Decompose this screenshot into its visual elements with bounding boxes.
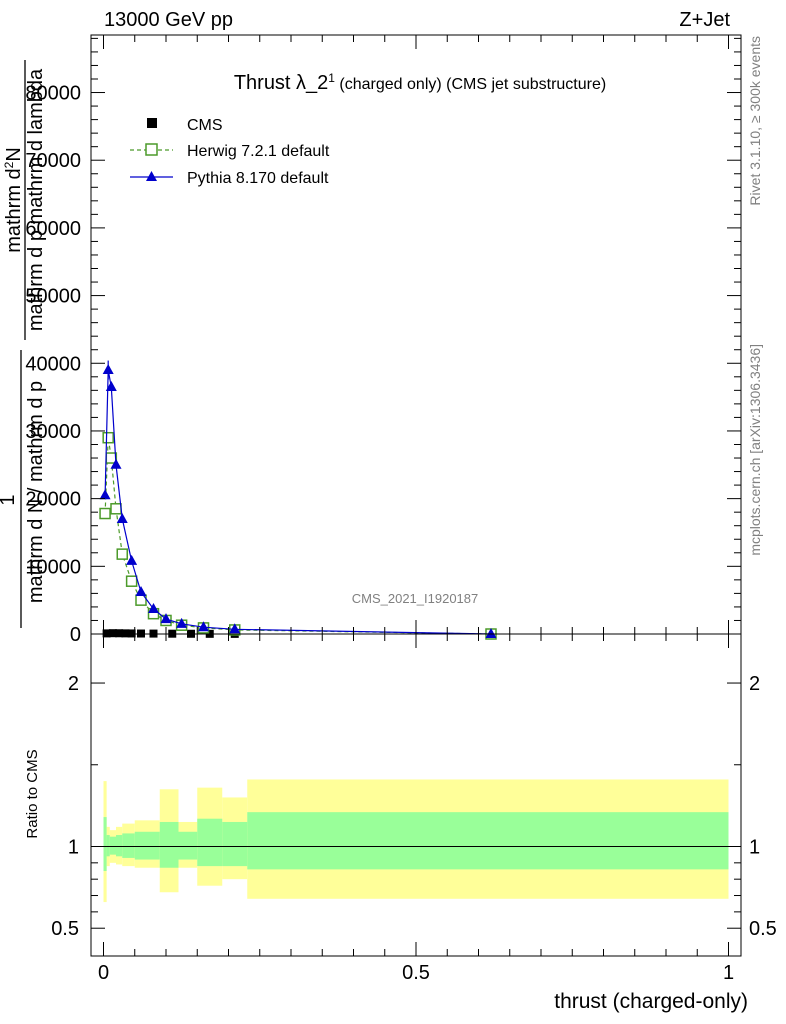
x-tick-label: 1 — [723, 962, 734, 984]
ratio-y-label: Ratio to CMS — [24, 749, 41, 838]
y-label-num-tail: N — [3, 147, 25, 161]
pythia-point — [105, 380, 117, 391]
cms-point — [127, 629, 136, 638]
y-label-num-main: mathrm d — [3, 168, 25, 252]
y-label-denominator: mathrm d p mathrm d lambda — [25, 68, 47, 331]
pythia-point — [148, 602, 159, 613]
pythia-point — [160, 613, 172, 624]
ratio-data-layer — [91, 779, 741, 903]
main-panel: 0 10000 20000 30000 40000 50000 60000 70000 8000… — [25, 34, 742, 646]
pythia-point — [99, 489, 111, 500]
ratio-band-bin — [159, 821, 179, 868]
y-label-prefix-2: mathrm d N / mathrm d p — [25, 381, 47, 603]
legend-pythia-label: Pythia 8.170 default — [187, 170, 329, 187]
ratio-band-bin — [247, 812, 729, 870]
x-axis-label: thrust (charged-only) — [554, 990, 748, 1013]
ratio-y-tick-label-right: 1 — [749, 836, 760, 858]
chart-title: Thrust λ_21 (charged only) (CMS jet subs… — [234, 71, 606, 94]
y-label-num-sup: 2 — [2, 161, 16, 168]
ratio-band-bin — [178, 831, 198, 860]
chart-title-rest: (charged only) (CMS jet substructure) — [335, 76, 606, 93]
ratio-band-bin — [106, 835, 110, 857]
legend-cms-marker — [147, 118, 157, 128]
cms-point — [108, 629, 117, 638]
pythia-point — [135, 586, 147, 597]
pythia-point — [116, 512, 128, 523]
pythia-point — [126, 554, 138, 565]
legend-pythia-marker — [146, 171, 157, 181]
mcplots-label: mcplots.cern.ch [arXiv:1306.3436] — [747, 344, 763, 556]
cms-point — [121, 629, 130, 638]
pythia-point — [198, 621, 209, 632]
chart-title-sup: 1 — [328, 71, 335, 85]
main-y-tick-label: 50000 — [25, 286, 81, 308]
ratio-y-tick-label-right: 0.5 — [749, 918, 777, 940]
ratio-panel: 0 0.5 1 0.5 0.5 1 1 2 2 — [51, 633, 777, 984]
herwig-point — [99, 507, 111, 520]
ratio-band-bin — [222, 821, 248, 867]
legend-herwig-label: Herwig 7.2.1 default — [187, 143, 330, 160]
main-y-tick-label: 20000 — [25, 489, 81, 511]
main-data-layer — [99, 360, 497, 640]
rivet-label: Rivet 3.1.10, ≥ 300k events — [747, 36, 763, 206]
main-y-tick-label: 60000 — [25, 218, 81, 240]
ratio-y-tick-label: 2 — [68, 673, 79, 695]
x-tick-label: 0.5 — [402, 962, 430, 984]
pythia-point — [176, 617, 188, 628]
ratio-band-bin — [122, 833, 135, 858]
ratio-band-bin — [116, 835, 123, 857]
y-label-prefix-1: 1 — [0, 494, 19, 505]
ratio-y-tick-label-right: 2 — [749, 673, 760, 695]
ratio-band-bin — [109, 836, 116, 855]
ratio-frame — [90, 633, 742, 957]
y-label-numerator: mathrm d2N — [2, 147, 25, 253]
herwig-point — [110, 503, 122, 515]
main-y-tick-label: 30000 — [25, 421, 81, 443]
main-y-tick-label: 70000 — [25, 150, 81, 172]
ratio-band-bin — [134, 831, 160, 860]
herwig-point — [102, 431, 114, 444]
chart-title-main: Thrust λ_2 — [234, 72, 328, 94]
pythia-point — [229, 623, 241, 634]
energy-label: 13000 GeV pp — [104, 9, 233, 31]
legend: CMS Herwig 7.2.1 default Pythia 8.170 de… — [130, 117, 330, 187]
x-tick-label: 0 — [98, 962, 109, 984]
main-y-label: mathrm d2N mathrm d p mathrm d lambda 1 … — [0, 60, 47, 628]
main-ticks: 0 10000 20000 30000 40000 50000 60000 70000 8000… — [25, 35, 741, 646]
ratio-band-bin — [197, 818, 223, 867]
herwig-point — [125, 575, 138, 587]
ratio-y-tick-label: 0.5 — [51, 918, 79, 940]
legend-cms-label: CMS — [187, 117, 223, 134]
cms-point — [115, 629, 124, 638]
main-y-tick-label: 40000 — [25, 353, 81, 375]
pythia-point — [485, 628, 497, 638]
legend-herwig-marker — [145, 143, 158, 156]
process-label: Z+Jet — [679, 9, 730, 31]
ratio-ticks: 0 0.5 1 0.5 0.5 1 1 2 2 — [51, 634, 777, 984]
watermark: CMS_2021_I1920187 — [352, 591, 479, 606]
main-y-tick-label: 0 — [70, 624, 81, 646]
main-y-tick-label: 80000 — [25, 83, 81, 105]
herwig-point — [116, 548, 128, 560]
ratio-y-tick-label: 1 — [68, 836, 79, 858]
cms-point — [102, 629, 111, 638]
main-y-tick-label: 10000 — [25, 556, 81, 578]
ratio-band-bin — [103, 817, 107, 872]
pythia-point — [110, 458, 122, 469]
